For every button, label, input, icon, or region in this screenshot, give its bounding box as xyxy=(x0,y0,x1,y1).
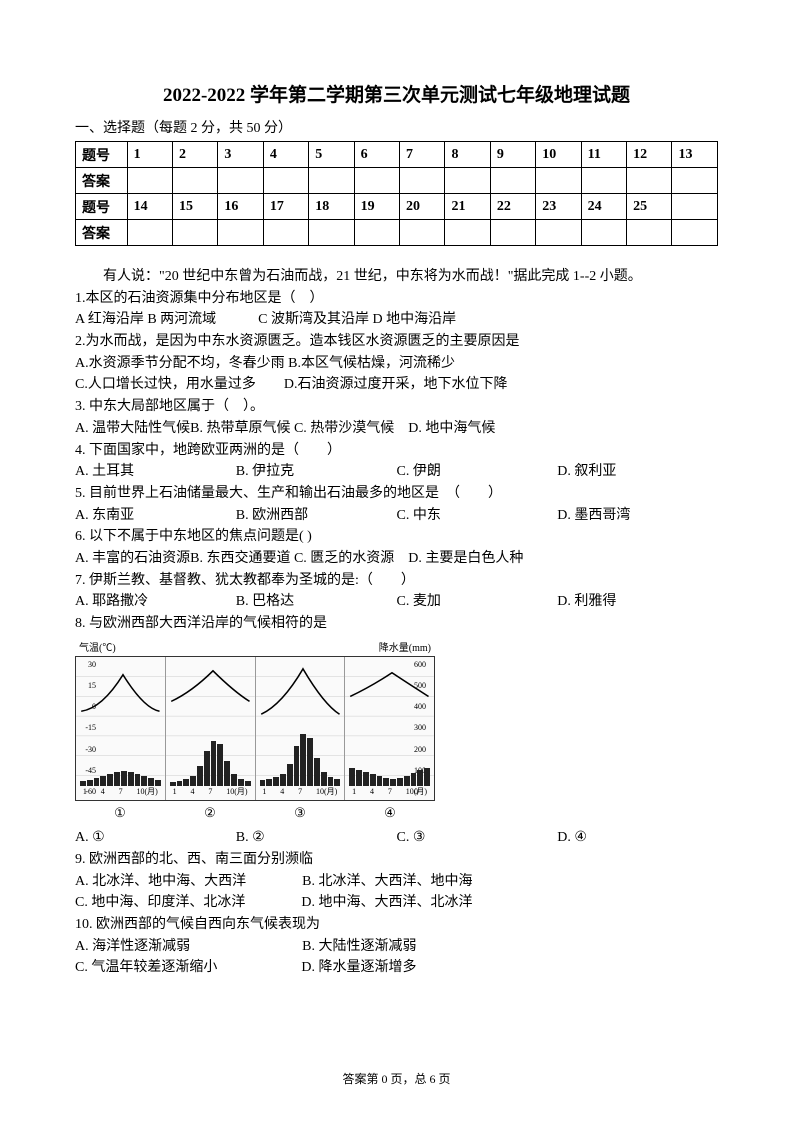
option-text: C.人口增长过快，用水量过多 D.石油资源过度开采，地下水位下降 xyxy=(75,374,718,396)
option-text: A. 海洋性逐渐减弱 B. 大陆性逐渐减弱 xyxy=(75,936,718,958)
option-d: D. 利雅得 xyxy=(557,591,718,613)
num-cell: 16 xyxy=(218,194,263,220)
x-labels: 14710(月) xyxy=(345,786,434,798)
question-text: 5. 目前世界上石油储量最大、生产和输出石油最多的地区是 （ ） xyxy=(75,483,718,505)
panel-label: ② xyxy=(165,803,255,823)
num-cell: 4 xyxy=(263,142,308,168)
options-row: A. 东南亚 B. 欧洲西部 C. 中东 D. 墨西哥湾 xyxy=(75,505,718,527)
row-label: 答案 xyxy=(76,220,128,246)
precip-bars xyxy=(170,726,251,786)
option-c: C. 中东 xyxy=(397,505,558,527)
num-cell: 24 xyxy=(581,194,626,220)
num-cell: 18 xyxy=(309,194,354,220)
option-b: B. 巴格达 xyxy=(236,591,397,613)
x-labels: 14710(月) xyxy=(76,786,165,798)
option-b: B. ② xyxy=(236,827,397,849)
option-text: C. 气温年较差逐渐缩小 D. 降水量逐渐增多 xyxy=(75,957,718,979)
question-text: 6. 以下不属于中东地区的焦点问题是( ) xyxy=(75,526,718,548)
options-row: A. 耶路撒冷 B. 巴格达 C. 麦加 D. 利雅得 xyxy=(75,591,718,613)
num-cell: 3 xyxy=(218,142,263,168)
num-cell: 8 xyxy=(445,142,490,168)
question-text: 9. 欧洲西部的北、西、南三面分别濒临 xyxy=(75,849,718,871)
option-b: B. 欧洲西部 xyxy=(236,505,397,527)
climate-chart: 气温(℃) 降水量(mm) 30150-15-30-45-60600500400… xyxy=(75,641,435,824)
option-text: A. 温带大陆性气候B. 热带草原气候 C. 热带沙漠气候 D. 地中海气候 xyxy=(75,418,718,440)
num-cell: 11 xyxy=(581,142,626,168)
table-row: 题号 1 2 3 4 5 6 7 8 9 10 11 12 13 xyxy=(76,142,718,168)
num-cell: 12 xyxy=(627,142,672,168)
x-labels: 14710(月) xyxy=(256,786,345,798)
num-cell: 5 xyxy=(309,142,354,168)
question-text: 3. 中东大局部地区属于（ ）。 xyxy=(75,396,718,418)
options-row: A. ① B. ② C. ③ D. ④ xyxy=(75,827,718,849)
table-row: 答案 xyxy=(76,168,718,194)
option-text: A. 北冰洋、地中海、大西洋 B. 北冰洋、大西洋、地中海 xyxy=(75,871,718,893)
num-cell: 17 xyxy=(263,194,308,220)
question-text: 8. 与欧洲西部大西洋沿岸的气候相符的是 xyxy=(75,613,718,635)
row-label: 答案 xyxy=(76,168,128,194)
option-text: A 红海沿岸 B 两河流域 C 波斯湾及其沿岸 D 地中海沿岸 xyxy=(75,309,718,331)
option-text: A.水资源季节分配不均，冬春少雨 B.本区气候枯燥，河流稀少 xyxy=(75,353,718,375)
option-a: A. 东南亚 xyxy=(75,505,236,527)
num-cell: 15 xyxy=(173,194,218,220)
option-c: C. ③ xyxy=(397,827,558,849)
num-cell: 19 xyxy=(354,194,399,220)
precip-bars xyxy=(349,726,430,786)
question-text: 4. 下面国家中，地跨欧亚两洲的是（ ） xyxy=(75,440,718,462)
row-label: 题号 xyxy=(76,194,128,220)
section-header: 一、选择题（每题 2 分，共 50 分） xyxy=(75,117,718,137)
panel-label: ① xyxy=(75,803,165,823)
chart-panel: 14710(月) xyxy=(345,657,434,800)
option-a: A. 耶路撒冷 xyxy=(75,591,236,613)
num-cell: 22 xyxy=(490,194,535,220)
panel-label: ③ xyxy=(255,803,345,823)
option-d: D. 墨西哥湾 xyxy=(557,505,718,527)
precip-bars xyxy=(80,726,161,786)
option-c: C. 伊朗 xyxy=(397,461,558,483)
num-cell: 14 xyxy=(127,194,172,220)
num-cell: 10 xyxy=(536,142,581,168)
chart-panel: 14710(月) xyxy=(76,657,166,800)
num-cell: 1 xyxy=(127,142,172,168)
page-footer: 答案第 0 页，总 6 页 xyxy=(0,1070,793,1087)
intro-text: 有人说："20 世纪中东曾为石油而战，21 世纪，中东将为水而战！"据此完成 1… xyxy=(75,266,718,288)
option-d: D. ④ xyxy=(557,827,718,849)
option-a: A. ① xyxy=(75,827,236,849)
num-cell: 7 xyxy=(400,142,445,168)
table-row: 答案 xyxy=(76,220,718,246)
row-label: 题号 xyxy=(76,142,128,168)
option-text: A. 丰富的石油资源B. 东西交通要道 C. 匮乏的水资源 D. 主要是白色人种 xyxy=(75,548,718,570)
precip-bars xyxy=(260,726,341,786)
num-cell: 20 xyxy=(400,194,445,220)
num-cell: 9 xyxy=(490,142,535,168)
temp-axis-label: 气温(℃) xyxy=(79,641,116,657)
num-cell: 2 xyxy=(173,142,218,168)
question-text: 2.为水而战，是因为中东水资源匮乏。造本钱区水资源匮乏的主要原因是 xyxy=(75,331,718,353)
num-cell: 21 xyxy=(445,194,490,220)
option-d: D. 叙利亚 xyxy=(557,461,718,483)
num-cell: 25 xyxy=(627,194,672,220)
content-body: 有人说："20 世纪中东曾为石油而战，21 世纪，中东将为水而战！"据此完成 1… xyxy=(75,266,718,979)
num-cell: 13 xyxy=(672,142,718,168)
question-text: 7. 伊斯兰教、基督教、犹太教都奉为圣城的是:（ ） xyxy=(75,570,718,592)
question-text: 1.本区的石油资源集中分布地区是（ ） xyxy=(75,288,718,310)
option-c: C. 麦加 xyxy=(397,591,558,613)
option-a: A. 土耳其 xyxy=(75,461,236,483)
option-b: B. 伊拉克 xyxy=(236,461,397,483)
x-labels: 14710(月) xyxy=(166,786,255,798)
table-row: 题号 14 15 16 17 18 19 20 21 22 23 24 25 xyxy=(76,194,718,220)
num-cell: 23 xyxy=(536,194,581,220)
options-row: A. 土耳其 B. 伊拉克 C. 伊朗 D. 叙利亚 xyxy=(75,461,718,483)
num-cell: 6 xyxy=(354,142,399,168)
option-text: C. 地中海、印度洋、北冰洋 D. 地中海、大西洋、北冰洋 xyxy=(75,892,718,914)
num-cell xyxy=(672,194,718,220)
chart-panel: 14710(月) xyxy=(166,657,256,800)
precip-axis-label: 降水量(mm) xyxy=(379,641,431,657)
question-text: 10. 欧洲西部的气候自西向东气候表现为 xyxy=(75,914,718,936)
page-title: 2022-2022 学年第二学期第三次单元测试七年级地理试题 xyxy=(75,80,718,107)
panel-label: ④ xyxy=(345,803,435,823)
answer-table: 题号 1 2 3 4 5 6 7 8 9 10 11 12 13 答案 题号 1… xyxy=(75,141,718,246)
chart-panel: 14710(月) xyxy=(256,657,346,800)
